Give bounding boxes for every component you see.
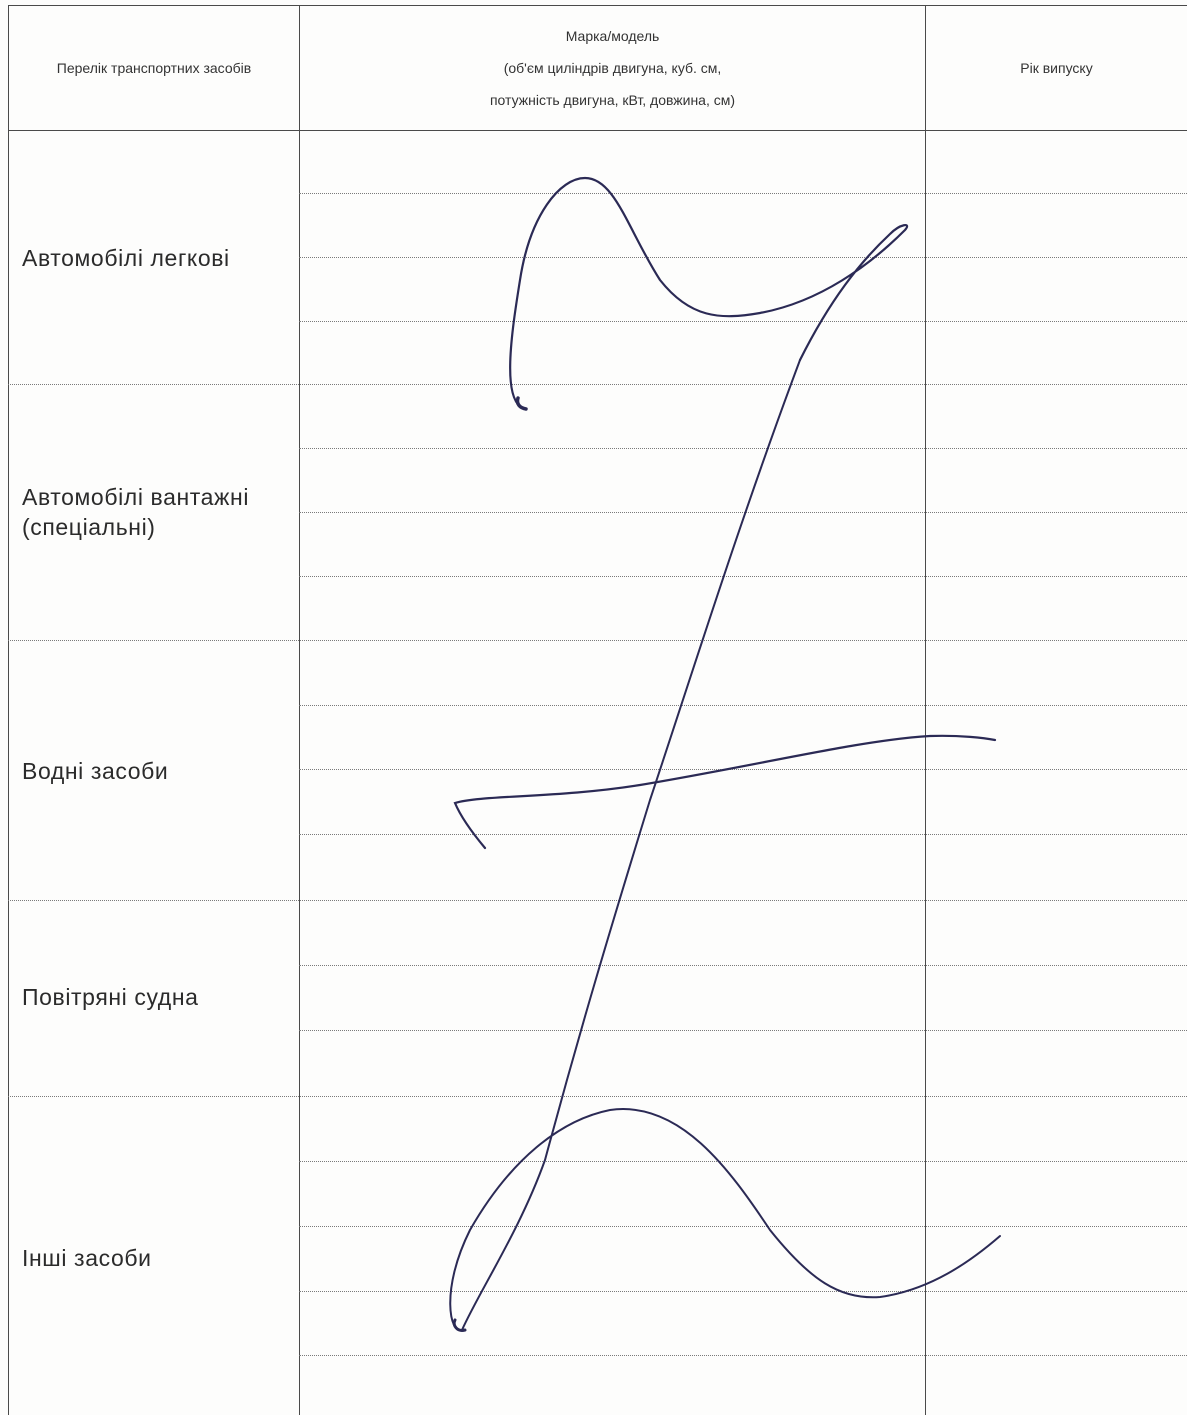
row-line xyxy=(299,321,1187,322)
category-watercraft-label: Водні засоби xyxy=(22,758,169,784)
column-divider-2 xyxy=(925,5,926,1415)
table-border-left xyxy=(8,5,9,1415)
category-aircraft: Повітряні судна xyxy=(22,982,292,1012)
section-separator xyxy=(8,900,1187,901)
header-vehicles-list-text: Перелік транспортних засобів xyxy=(56,59,252,76)
header-model-line-1: Марка/модель xyxy=(565,27,660,44)
signature-hook-end xyxy=(452,1318,467,1332)
row-line xyxy=(299,1226,1187,1227)
section-separator xyxy=(8,640,1187,641)
row-line xyxy=(299,834,1187,835)
category-other: Інші засоби xyxy=(22,1243,292,1273)
row-line xyxy=(299,193,1187,194)
column-divider-1 xyxy=(299,5,300,1415)
header-vehicles-list: Перелік транспортних засобів xyxy=(9,6,299,129)
signature-hook-start xyxy=(515,396,528,411)
category-passenger-cars: Автомобілі легкові xyxy=(22,243,292,273)
row-line xyxy=(299,1291,1187,1292)
section-separator xyxy=(8,1096,1187,1097)
table-border-top xyxy=(8,5,1187,6)
row-line xyxy=(299,705,1187,706)
category-watercraft: Водні засоби xyxy=(22,756,292,786)
category-passenger-cars-label: Автомобілі легкові xyxy=(22,245,230,271)
signature-stroke-diagonal xyxy=(449,359,1001,1332)
signature-stroke-top xyxy=(509,176,909,411)
category-aircraft-label: Повітряні судна xyxy=(22,984,199,1010)
row-line xyxy=(299,448,1187,449)
row-line xyxy=(299,965,1187,966)
row-line xyxy=(299,1030,1187,1031)
category-other-label: Інші засоби xyxy=(22,1245,152,1271)
row-line xyxy=(299,257,1187,258)
header-year-text: Рік випуску xyxy=(1020,59,1093,76)
row-line xyxy=(299,1161,1187,1162)
header-bottom-border xyxy=(8,130,1187,131)
header-make-model: Марка/модель (об'єм циліндрів двигуна, к… xyxy=(300,6,925,129)
section-separator xyxy=(8,384,1187,385)
row-line xyxy=(299,576,1187,577)
signature-stroke-crossbar xyxy=(453,734,997,850)
header-model-line-2: (об'єм циліндрів двигуна, куб. см, xyxy=(503,59,722,76)
header-year: Рік випуску xyxy=(926,6,1187,129)
category-trucks-label-line-2: (спеціальні) xyxy=(22,514,156,540)
category-trucks-label-line-1: Автомобілі вантажні xyxy=(22,484,250,510)
row-line xyxy=(299,1355,1187,1356)
category-trucks: Автомобілі вантажні (спеціальні) xyxy=(22,482,292,542)
row-line xyxy=(299,512,1187,513)
header-model-line-3: потужність двигуна, кВт, довжина, см) xyxy=(489,91,736,108)
row-line xyxy=(299,769,1187,770)
